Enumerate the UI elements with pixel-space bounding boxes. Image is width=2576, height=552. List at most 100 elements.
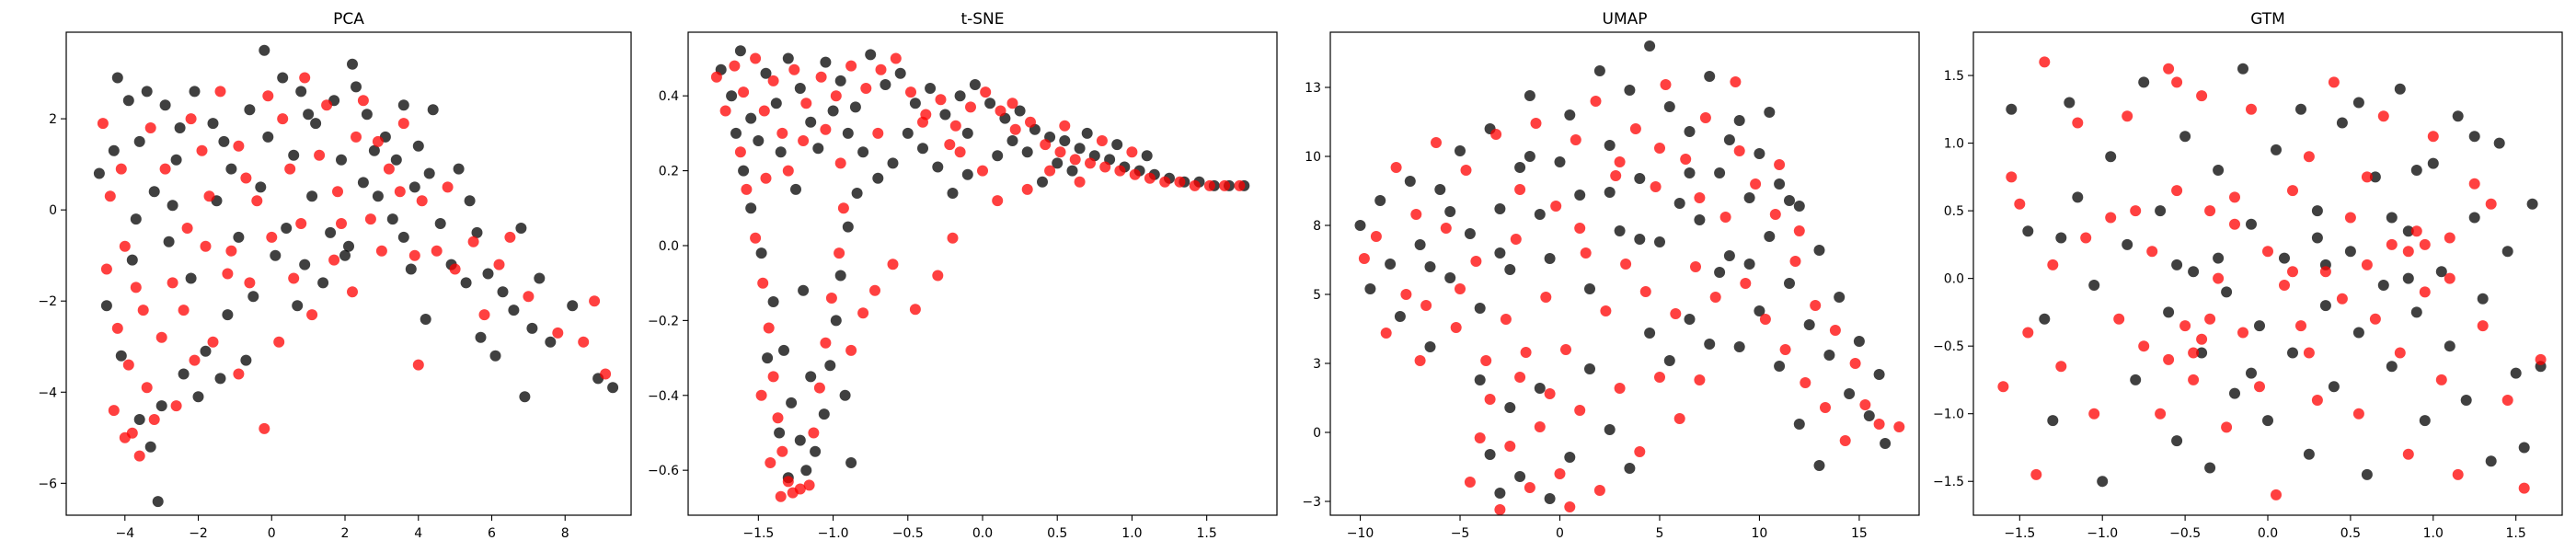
umap-black-point: [1544, 493, 1556, 504]
gtm-black-point: [2328, 381, 2340, 393]
umap-red-point: [1560, 344, 1571, 355]
gtm-red-point: [2080, 232, 2092, 244]
umap-red-point: [1470, 256, 1482, 267]
tsne-red-point: [820, 123, 832, 135]
pca-black-point: [397, 99, 409, 111]
gtm-red-point: [2171, 185, 2183, 197]
gtm-black-point: [2022, 225, 2034, 237]
tsne-red-point: [949, 120, 961, 132]
umap-black-point: [1504, 402, 1516, 413]
tsne-black-point: [753, 135, 765, 146]
umap-black-point: [1434, 184, 1446, 195]
tsne-black-point: [961, 168, 973, 180]
umap-red-point: [1690, 261, 1701, 272]
gtm-red-point: [2204, 205, 2216, 217]
umap-red-point: [1620, 259, 1632, 270]
umap-black-point: [1564, 452, 1576, 463]
pca-black-point: [100, 300, 112, 312]
umap-black-point: [1524, 90, 1535, 101]
gtm-black-point: [2352, 327, 2364, 339]
pca-red-point: [600, 368, 612, 380]
umap-red-point: [1829, 325, 1841, 336]
tsne-red-point: [935, 94, 947, 106]
gtm-red-point: [2146, 246, 2158, 258]
umap-black-point: [1534, 209, 1546, 220]
tsne-black-point: [760, 67, 772, 79]
pca-black-point: [155, 400, 167, 412]
pca-red-point: [321, 99, 333, 111]
tsne-x-tick-label: 0.0: [972, 526, 993, 541]
gtm-axes-frame: [1972, 31, 2563, 516]
umap-black-point: [1684, 167, 1696, 178]
pca-red-point: [364, 213, 376, 225]
umap-x-tick-label: 10: [1752, 526, 1768, 541]
pca-x-tick-label: 0: [268, 526, 276, 541]
pca-black-point: [434, 218, 446, 229]
umap-red-point: [1650, 181, 1662, 192]
gtm-black-point: [2352, 97, 2364, 109]
pca-red-point: [144, 122, 156, 133]
umap-black-point: [1673, 198, 1685, 209]
umap-red-point: [1859, 399, 1871, 410]
tsne-red-point: [1174, 176, 1186, 188]
pca-red-point: [375, 245, 387, 257]
umap-red-point: [1733, 145, 1745, 156]
umap-black-point: [1813, 460, 1825, 471]
tsne-x-tick-label: 1.0: [1121, 526, 1142, 541]
pca-black-point: [174, 122, 186, 133]
pca-red-point: [449, 263, 461, 275]
umap-black-point: [1554, 156, 1566, 167]
pca-red-point: [314, 149, 326, 161]
tsne-x-tick-label: −0.5: [892, 526, 924, 541]
pca-black-point: [207, 118, 219, 130]
gtm-red-point: [2303, 347, 2315, 359]
gtm-black-point: [2055, 232, 2067, 244]
pca-red-point: [207, 336, 219, 348]
gtm-black-point: [2179, 131, 2191, 143]
gtm-red-point: [2271, 489, 2282, 500]
tsne-black-point: [939, 109, 951, 121]
tsne-red-point: [755, 389, 767, 401]
gtm-red-point: [2213, 272, 2225, 284]
gtm-black-point: [2163, 306, 2175, 318]
gtm-red-point: [2279, 280, 2290, 291]
tsne-red-point: [825, 293, 837, 304]
gtm-x-tick-label: 1.0: [2423, 526, 2444, 541]
umap-black-point: [1534, 383, 1546, 394]
tsne-red-point: [741, 183, 753, 195]
gtm-red-point: [2319, 266, 2331, 278]
tsne-red-point: [1219, 179, 1231, 191]
umap-red-point: [1673, 413, 1685, 424]
tsne-red-point: [776, 445, 788, 457]
gtm-black-point: [2279, 252, 2290, 264]
umap-red-point: [1544, 388, 1556, 399]
tsne-black-point: [894, 67, 906, 79]
umap-red-point: [1774, 159, 1786, 170]
umap-red-point: [1514, 184, 1526, 195]
tsne-black-point: [1037, 176, 1048, 188]
umap-red-point: [1574, 405, 1586, 416]
pca-red-point: [251, 195, 263, 207]
pca-black-point: [126, 254, 138, 266]
tsne-red-point: [857, 307, 869, 319]
pca-black-point: [152, 496, 164, 508]
pca-black-point: [247, 291, 259, 303]
gtm-y-tick-label: −1.0: [1933, 408, 1964, 422]
gtm-black-point: [2311, 232, 2323, 244]
tsne-black-point: [774, 427, 786, 439]
gtm-red-point: [2328, 76, 2340, 88]
gtm-black-point: [2468, 212, 2480, 224]
gtm-red-point: [2229, 191, 2240, 203]
gtm-red-point: [2138, 340, 2150, 352]
gtm-black-point: [2229, 387, 2240, 399]
tsne-black-point: [887, 157, 899, 169]
tsne-red-point: [1009, 123, 1021, 135]
umap-red-point: [1800, 377, 1811, 388]
tsne-red-point: [917, 116, 928, 128]
gtm-black-point: [2510, 367, 2522, 379]
umap-black-point: [1723, 250, 1735, 261]
tsne-red-point: [763, 322, 775, 334]
gtm-red-point: [2055, 361, 2067, 373]
umap-red-point: [1494, 504, 1506, 515]
gtm-red-point: [2295, 320, 2306, 332]
